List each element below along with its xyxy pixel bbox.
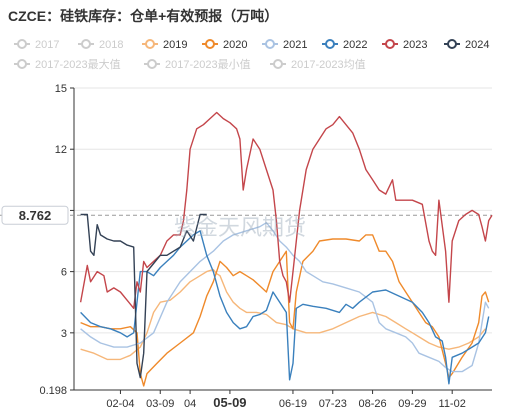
series-line-2020	[80, 234, 490, 387]
legend-item[interactable]: 2020	[202, 39, 247, 51]
legend-label: 2021	[283, 39, 307, 51]
x-tick-label: 06-19	[279, 398, 307, 410]
legend-marker-icon	[145, 39, 155, 49]
series-line-2023	[79, 111, 493, 309]
legend-label: 2017	[35, 39, 59, 51]
legend-item[interactable]: 2017	[14, 39, 59, 51]
x-tick-label: 05-09	[213, 395, 246, 410]
legend-item[interactable]: 2017-2023均值	[270, 58, 366, 71]
axes	[0, 88, 492, 391]
legend-item[interactable]: 2017-2023最大值	[14, 57, 121, 71]
legend-marker-icon	[147, 59, 157, 69]
legend-item[interactable]: 2017-2023最小值	[144, 58, 251, 71]
legend-marker-icon	[273, 59, 283, 69]
legend-item[interactable]: 2024	[444, 39, 489, 51]
legend-marker-icon	[81, 39, 91, 49]
x-tick-label: 11-02	[439, 398, 466, 410]
legend-marker-icon	[17, 39, 27, 49]
legend-item[interactable]: 2021	[262, 39, 307, 51]
x-tick-label: 08-26	[359, 398, 387, 410]
legend-label: 2023	[403, 39, 427, 51]
legend-marker-icon	[325, 39, 335, 49]
legend-marker-icon	[385, 39, 395, 49]
series-line-2024	[80, 213, 207, 379]
series-lines	[79, 111, 493, 387]
legend-label: 2017-2023均值	[291, 58, 366, 71]
legend-marker-icon	[265, 39, 275, 49]
x-tick-label: 02-04	[106, 398, 134, 410]
highlight-value-label: 8.762	[19, 208, 52, 223]
series-line-2021	[80, 222, 490, 373]
legend-marker-icon	[205, 39, 215, 49]
y-tick-label: 15	[55, 83, 67, 95]
x-tick-label: 03-09	[146, 398, 174, 410]
legend-label: 2022	[343, 39, 367, 51]
legend-marker-icon	[17, 59, 27, 69]
x-tick-label: 09-29	[398, 398, 426, 410]
y-tick-label: 3	[61, 328, 67, 340]
legend-label: 2018	[99, 39, 123, 51]
x-tick-label: 04	[184, 398, 196, 410]
highlight-value-badge	[1, 205, 69, 225]
x-axis-ticks: 02-04 03-09 04 05-09 06-19 07-23 08-26 09-29 11-…	[106, 390, 466, 410]
y-tick-label: 6	[61, 267, 67, 279]
legend-label: 2020	[223, 39, 247, 51]
legend-item[interactable]: 2018	[78, 39, 123, 51]
legend-label: 2024	[465, 39, 489, 51]
legend-item[interactable]: 2023	[382, 39, 427, 51]
legend-item[interactable]: 2019	[142, 39, 187, 51]
legend-label: 2017-2023最大值	[35, 57, 121, 71]
y-tick-label: 0.198	[39, 385, 67, 397]
legend-item[interactable]: 2022	[322, 39, 367, 51]
series-line-2022	[80, 230, 490, 385]
y-tick-label: 12	[55, 144, 67, 156]
chart-title: CZCE：硅铁库存：仓单+有效预报（万吨）	[8, 8, 278, 24]
watermark: 紫金天风期货	[174, 216, 306, 241]
legend-marker-icon	[447, 39, 457, 49]
legend-label: 2017-2023最小值	[165, 58, 251, 71]
x-tick-label: 07-23	[319, 398, 347, 410]
legend-label: 2019	[163, 39, 187, 51]
legend: 2017 2018 2019 2020 2021 2022 2023 2024 2017-202…	[14, 39, 489, 71]
